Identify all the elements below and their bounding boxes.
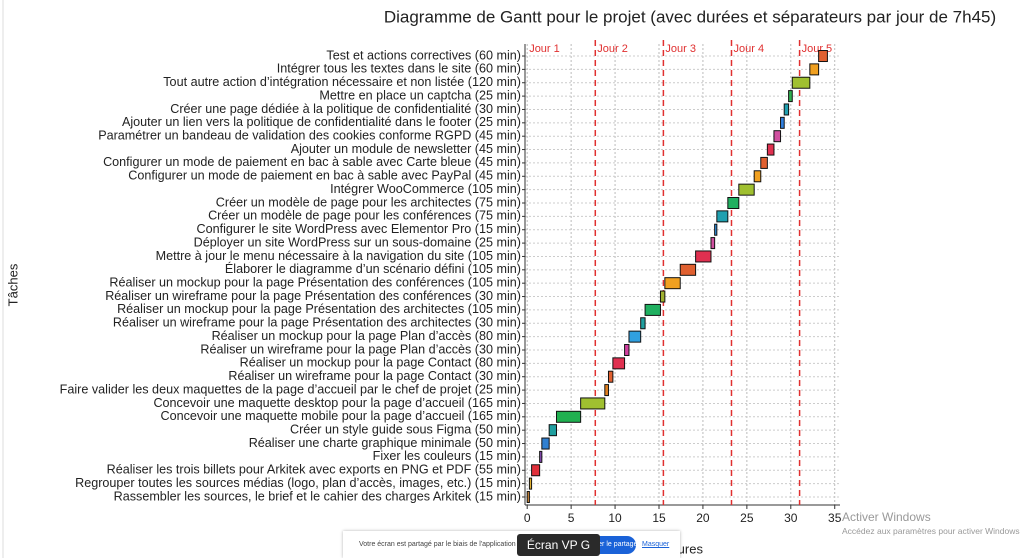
task-bar bbox=[773, 130, 782, 143]
task-bar bbox=[624, 343, 630, 356]
windows-watermark: Activer Windows Accédez aux paramètres p… bbox=[842, 510, 1020, 536]
day-label: Jour 4 bbox=[733, 43, 764, 55]
x-tick-label: 0 bbox=[524, 511, 531, 525]
y-tick-label: Rassembler les sources, le brief et le c… bbox=[114, 489, 521, 503]
day-label: Jour 2 bbox=[597, 43, 628, 55]
task-bar bbox=[783, 103, 790, 116]
task-bar bbox=[818, 50, 828, 63]
task-bar bbox=[628, 330, 642, 343]
task-bar bbox=[531, 464, 541, 477]
task-bar bbox=[809, 63, 820, 76]
task-bar bbox=[788, 90, 793, 103]
y-tick-label: Mettre en place un captcha (25 min) bbox=[319, 88, 521, 102]
task-bar bbox=[526, 490, 530, 503]
y-tick-label: Fixer les couleurs (15 min) bbox=[373, 449, 521, 463]
y-tick-label: Test et actions correctives (60 min) bbox=[326, 48, 521, 62]
chart-title: Diagramme de Gantt pour le projet (avec … bbox=[384, 7, 996, 26]
y-tick-label: Créer une page dédiée à la politique de … bbox=[170, 102, 521, 116]
y-tick-label: Paramétrer un bandeau de validation des … bbox=[98, 129, 521, 143]
y-tick-label: Créer un modèle de page pour les confére… bbox=[208, 209, 521, 223]
y-tick-label: Faire valider les deux maquettes de la p… bbox=[60, 382, 521, 396]
y-tick-label: Ajouter un lien vers la politique de con… bbox=[122, 115, 521, 129]
task-bar bbox=[791, 76, 811, 89]
y-tick-label: Configurer un mode de paiement en bac à … bbox=[128, 169, 521, 183]
task-bar bbox=[714, 223, 718, 236]
task-bar bbox=[612, 357, 626, 370]
y-tick-label: Réaliser un mockup pour la page Plan d’a… bbox=[212, 329, 521, 343]
task-bar bbox=[753, 170, 762, 183]
task-bar bbox=[580, 397, 606, 410]
task-bar bbox=[541, 437, 550, 450]
task-bar bbox=[659, 290, 666, 303]
y-tick-label: Réaliser un mockup pour la page Présenta… bbox=[117, 302, 521, 316]
task-bar bbox=[555, 410, 582, 423]
y-tick-label: Réaliser une charte graphique minimale (… bbox=[249, 436, 521, 450]
task-bar bbox=[780, 116, 785, 129]
x-tick-label: 5 bbox=[568, 511, 575, 525]
y-tick-label: Configurer le site WordPress avec Elemen… bbox=[196, 222, 521, 236]
task-bar bbox=[607, 370, 614, 383]
screen-tag: Écran VP G bbox=[517, 534, 600, 556]
task-bar bbox=[766, 143, 775, 156]
y-tick-label: Intégrer tous les textes dans le site (6… bbox=[277, 62, 521, 76]
day-label: Jour 3 bbox=[665, 43, 696, 55]
y-axis-label: Tâches bbox=[5, 263, 20, 306]
y-tick-label: Élaborer le diagramme d’un scénario défi… bbox=[225, 261, 521, 276]
task-bar bbox=[710, 237, 716, 250]
task-bar bbox=[604, 384, 609, 397]
task-bar bbox=[716, 210, 729, 223]
y-tick-label: Réaliser un mockup pour la page Contact … bbox=[240, 356, 521, 370]
watermark-text: Accédez aux paramètres pour activer Wind… bbox=[842, 526, 1020, 536]
day-label: Jour 1 bbox=[529, 43, 560, 55]
x-tick-label: 10 bbox=[608, 511, 622, 525]
hide-link[interactable]: Masquer bbox=[642, 541, 670, 548]
y-tick-label: Réaliser un mockup pour la page Présenta… bbox=[109, 276, 521, 290]
y-tick-label: Réaliser un wireframe pour la page Plan … bbox=[200, 342, 521, 356]
y-tick-label: Concevoir une maquette mobile pour la pa… bbox=[160, 409, 521, 423]
task-bar bbox=[644, 303, 661, 316]
task-bar bbox=[539, 450, 543, 463]
task-bar bbox=[738, 183, 755, 196]
task-bar bbox=[727, 197, 740, 210]
task-bar bbox=[528, 477, 533, 490]
task-bar bbox=[548, 424, 557, 437]
x-tick-label: 30 bbox=[784, 511, 798, 525]
y-tick-label: Tout autre action d’intégration nécessai… bbox=[163, 75, 521, 89]
screen-share-bar: Votre écran est partagé par le biais de … bbox=[343, 531, 680, 558]
y-tick-label: Regrouper toutes les sources médias (log… bbox=[75, 476, 521, 490]
task-bar bbox=[760, 156, 768, 169]
y-tick-label: Ajouter un module de newsletter (45 min) bbox=[291, 142, 521, 156]
task-bar bbox=[695, 250, 712, 263]
share-text: Votre écran est partagé par le biais de … bbox=[359, 541, 516, 548]
x-tick-label: 25 bbox=[740, 511, 754, 525]
x-tick-label: 15 bbox=[652, 511, 666, 525]
y-tick-label: Concevoir une maquette desktop pour la p… bbox=[153, 396, 521, 410]
y-tick-label: Réaliser un wireframe pour la page Prése… bbox=[113, 316, 521, 330]
y-tick-label: Réaliser les trois billets pour Arkitek … bbox=[107, 463, 521, 477]
y-tick-label: Réaliser un wireframe pour la page Prése… bbox=[105, 289, 521, 303]
y-tick-label: Créer un modèle de page pour les archite… bbox=[216, 195, 521, 209]
y-tick-label: Intégrer WooCommerce (105 min) bbox=[330, 182, 521, 196]
y-tick-label: Déployer un site WordPress sur un sous-d… bbox=[194, 235, 521, 249]
y-tick-label: Réaliser un wireframe pour la page Conta… bbox=[228, 369, 521, 383]
task-bar bbox=[664, 277, 681, 290]
y-tick-label: Mettre à jour le menu nécessaire à la na… bbox=[156, 249, 521, 263]
x-tick-label: 20 bbox=[696, 511, 710, 525]
task-bar bbox=[679, 263, 697, 276]
y-tick-label: Configurer un mode de paiement en bac à … bbox=[103, 155, 521, 169]
x-tick-label: 35 bbox=[828, 511, 842, 525]
y-tick-label: Créer un style guide sous Figma (50 min) bbox=[290, 422, 521, 436]
task-bar bbox=[640, 317, 646, 330]
watermark-title: Activer Windows bbox=[842, 510, 931, 524]
